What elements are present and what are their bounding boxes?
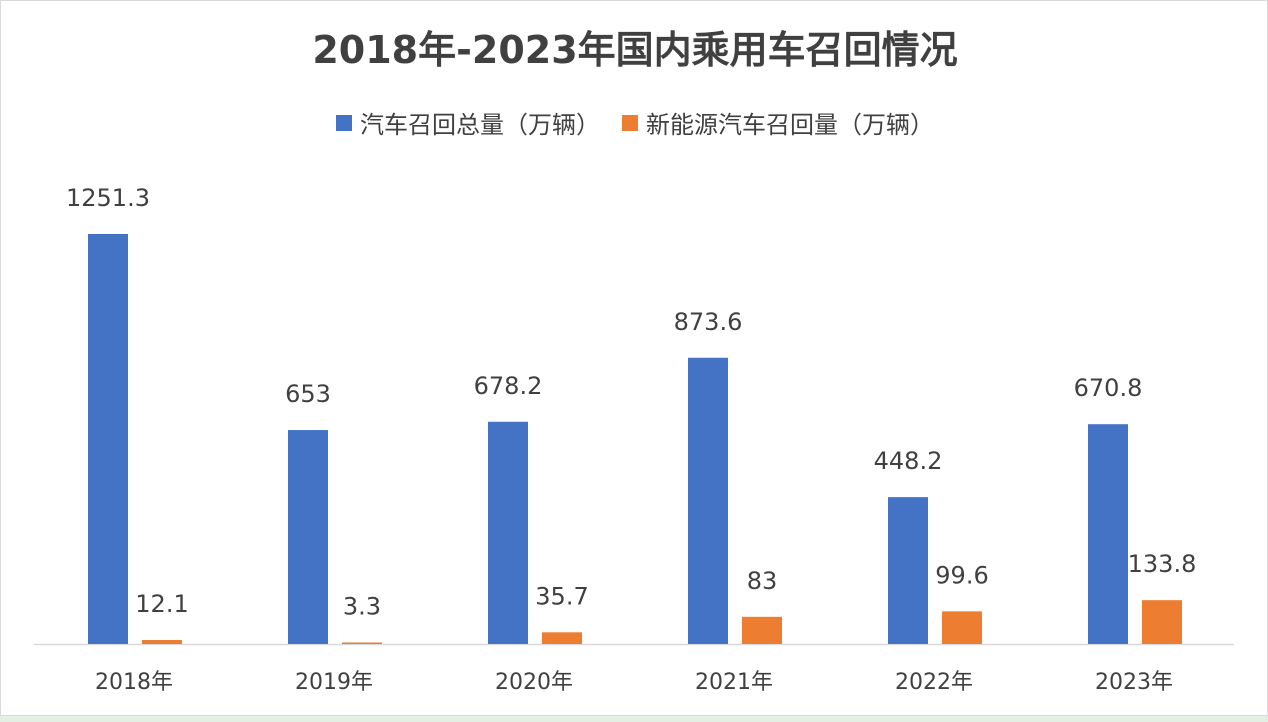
bar-total-3 bbox=[688, 357, 728, 644]
bar-total-4 bbox=[888, 497, 928, 644]
bar-nev-4 bbox=[942, 611, 982, 644]
legend-swatch-nev bbox=[622, 114, 638, 131]
chart-legend: 汽车召回总量（万辆） 新能源汽车召回量（万辆） bbox=[1, 105, 1268, 140]
bar-nev-2 bbox=[542, 632, 582, 644]
x-tick-label-1: 2019年 bbox=[295, 670, 373, 695]
bar-total-5 bbox=[1088, 424, 1128, 644]
data-label-nev-1: 3.3 bbox=[343, 593, 381, 621]
data-label-total-1: 653 bbox=[285, 380, 331, 408]
bar-nev-1 bbox=[342, 642, 382, 644]
data-label-total-2: 678.2 bbox=[474, 372, 543, 400]
x-tick-label-4: 2022年 bbox=[895, 670, 973, 695]
data-label-total-3: 873.6 bbox=[674, 308, 743, 336]
x-tick-label-3: 2021年 bbox=[695, 670, 773, 695]
legend-swatch-total bbox=[336, 114, 352, 131]
data-label-total-4: 448.2 bbox=[874, 447, 943, 475]
data-label-nev-4: 99.6 bbox=[935, 561, 988, 589]
data-label-total-5: 670.8 bbox=[1074, 374, 1143, 402]
x-tick-label-5: 2023年 bbox=[1095, 670, 1173, 695]
data-label-total-0: 1251.3 bbox=[66, 184, 150, 212]
legend-item-total: 汽车召回总量（万辆） bbox=[336, 105, 600, 140]
bottom-strip bbox=[0, 716, 1268, 722]
legend-item-nev: 新能源汽车召回量（万辆） bbox=[622, 105, 934, 140]
bar-nev-3 bbox=[742, 616, 782, 644]
legend-label-total: 汽车召回总量（万辆） bbox=[360, 111, 600, 139]
data-label-nev-0: 12.1 bbox=[135, 590, 188, 618]
data-label-nev-3: 83 bbox=[747, 567, 778, 595]
chart-title: 2018年-2023年国内乘用车召回情况 bbox=[312, 28, 958, 72]
bar-total-2 bbox=[488, 421, 528, 644]
legend-label-nev: 新能源汽车召回量（万辆） bbox=[646, 111, 934, 139]
bar-total-1 bbox=[288, 430, 328, 644]
x-tick-label-0: 2018年 bbox=[95, 670, 173, 695]
bar-nev-5 bbox=[1142, 600, 1182, 644]
data-label-nev-5: 133.8 bbox=[1128, 550, 1197, 578]
data-label-nev-2: 35.7 bbox=[535, 582, 588, 610]
bar-total-0 bbox=[88, 234, 128, 644]
x-tick-label-2: 2020年 bbox=[495, 670, 573, 695]
bar-nev-0 bbox=[142, 640, 182, 644]
